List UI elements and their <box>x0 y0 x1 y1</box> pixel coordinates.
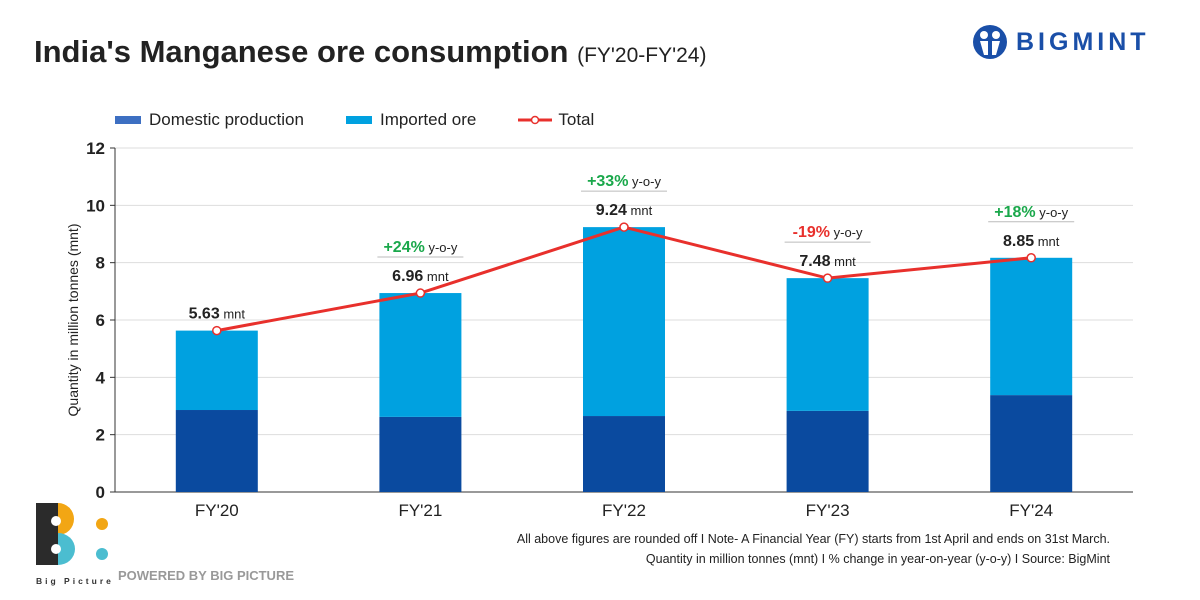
powered-by: POWERED BY BIG PICTURE <box>118 568 295 583</box>
legend-label: Imported ore <box>379 110 477 129</box>
chart-title: India's Manganese ore consumption (FY'20… <box>34 34 706 70</box>
bar-imported <box>583 227 665 417</box>
bar-imported <box>786 278 869 411</box>
bar-imported <box>379 293 462 417</box>
legend-label: Total <box>558 110 595 129</box>
yoy-label: +33% y-o-y <box>587 173 661 190</box>
y-tick-label: 2 <box>96 426 105 445</box>
legend-swatch-total <box>518 115 553 125</box>
y-tick-label: 8 <box>96 254 105 273</box>
total-label: 9.24 mnt <box>596 202 653 219</box>
x-tick-label: FY'20 <box>195 501 239 520</box>
y-tick-label: 10 <box>86 196 105 215</box>
bigmint-logo: BIGMINT <box>972 24 1150 60</box>
big-picture-logo-icon <box>36 503 108 565</box>
bar-domestic <box>175 410 258 492</box>
legend-item-imported: Imported ore <box>345 110 477 130</box>
big-picture-name: Big Picture <box>36 576 114 586</box>
title-text: India's Manganese ore consumption <box>34 34 569 69</box>
brand-name: BIGMINT <box>1016 27 1150 56</box>
yoy-suffix: y-o-y <box>628 174 661 189</box>
x-tick-label: FY'22 <box>602 501 646 520</box>
legend-item-domestic: Domestic production <box>115 110 304 130</box>
bigmint-logo-icon <box>973 25 1007 59</box>
total-label: 5.63 mnt <box>189 306 246 323</box>
total-point <box>619 222 629 232</box>
unit-label: mnt <box>627 203 653 218</box>
legend-label: Domestic production <box>149 110 304 129</box>
legend-swatch-domestic <box>115 116 141 124</box>
bar-imported <box>175 330 258 411</box>
total-point <box>415 288 426 298</box>
note-line-2: Quantity in million tonnes (mnt) I % cha… <box>645 552 1110 566</box>
y-tick-label: 4 <box>96 368 106 387</box>
y-tick-label: 12 <box>86 139 105 158</box>
total-label: 7.48 mnt <box>799 253 856 270</box>
unit-label: mnt <box>423 269 449 284</box>
chart-subtitle: (FY'20-FY'24) <box>577 44 707 67</box>
legend-item-total: Total <box>518 110 594 130</box>
total-point <box>212 325 222 336</box>
yoy-label: -19% y-o-y <box>793 224 863 241</box>
bar-imported <box>990 257 1073 396</box>
total-label: 8.85 mnt <box>1003 233 1060 250</box>
unit-label: mnt <box>220 307 246 322</box>
yoy-suffix: y-o-y <box>425 240 458 255</box>
bar-domestic <box>990 395 1073 492</box>
unit-label: mnt <box>1034 234 1060 249</box>
total-point <box>1026 253 1036 263</box>
total-point <box>822 273 833 283</box>
bar-domestic <box>786 410 869 492</box>
yoy-suffix: y-o-y <box>830 225 863 240</box>
x-tick-label: FY'23 <box>806 501 850 520</box>
x-tick-label: FY'21 <box>398 501 442 520</box>
total-label: 6.96 mnt <box>392 268 449 285</box>
legend: Domestic production Imported ore Total <box>115 110 636 130</box>
unit-label: mnt <box>831 254 857 269</box>
bar-domestic <box>379 416 462 492</box>
y-axis-label: Quantity in million tonnes (mnt) <box>65 224 81 417</box>
yoy-label: +18% y-o-y <box>994 204 1068 221</box>
note-line-1: All above figures are rounded off I Note… <box>516 532 1110 546</box>
yoy-suffix: y-o-y <box>1036 205 1069 220</box>
x-tick-label: FY'24 <box>1009 501 1053 520</box>
legend-swatch-imported <box>345 116 372 124</box>
y-tick-label: 6 <box>96 311 105 330</box>
yoy-label: +24% y-o-y <box>383 239 457 256</box>
y-tick-label: 0 <box>96 483 105 502</box>
bar-domestic <box>583 416 665 492</box>
